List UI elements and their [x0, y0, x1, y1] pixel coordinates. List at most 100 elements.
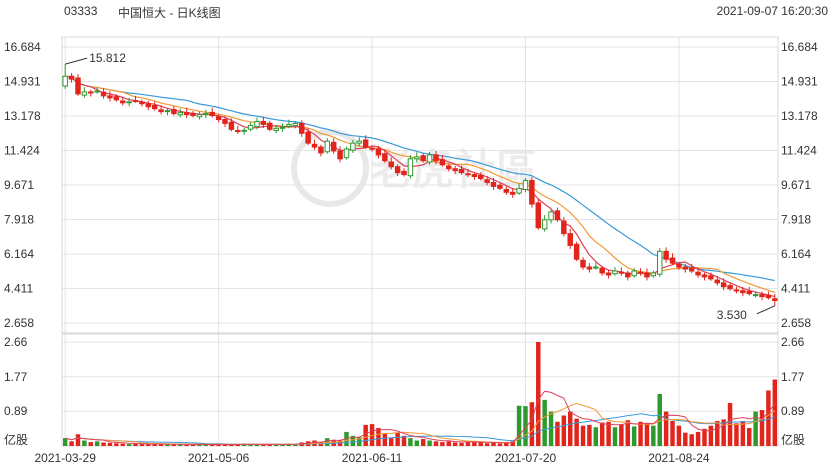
candle: [452, 165, 458, 175]
candle: [465, 169, 471, 178]
candle: [688, 263, 695, 273]
candle: [682, 263, 689, 273]
candle-body: [145, 103, 152, 108]
volume-bar: [516, 405, 522, 446]
candle-body: [740, 290, 746, 294]
candle: [484, 175, 490, 186]
candle: [119, 97, 126, 106]
candle-body: [171, 108, 177, 115]
candle: [420, 153, 426, 163]
candle: [433, 150, 439, 165]
candle-body: [509, 191, 516, 195]
volume-bar: [88, 442, 94, 446]
volume-bar: [114, 443, 119, 446]
candle-body: [324, 140, 331, 153]
candle: [107, 91, 113, 102]
candle-body: [497, 184, 503, 189]
candle-body: [752, 294, 759, 297]
candle: [177, 108, 184, 118]
candle-body: [746, 290, 752, 295]
candle-body: [637, 271, 644, 274]
volume-bar: [261, 444, 266, 446]
candle-body: [599, 267, 605, 274]
volume-bar: [248, 444, 253, 446]
volume-bar: [197, 444, 202, 446]
candle: [203, 109, 209, 119]
volume-tick-left: 2.66: [4, 335, 28, 349]
volume-bar: [395, 432, 400, 446]
ma5-line: [65, 75, 775, 298]
candle: [343, 146, 350, 160]
candle: [247, 122, 254, 132]
candle-body: [132, 100, 139, 103]
candle: [171, 106, 177, 116]
volume-bar: [606, 421, 611, 446]
volume-bar: [580, 425, 586, 446]
low-marker-label: 3.530: [717, 308, 747, 322]
candle-body: [177, 112, 184, 116]
candle-body: [209, 111, 215, 117]
candle: [720, 278, 727, 291]
candle-body: [708, 275, 714, 280]
volume-bar: [120, 443, 125, 446]
price-tick-left: 13.178: [4, 109, 41, 123]
candle-body: [298, 122, 305, 134]
candle: [337, 146, 343, 163]
candle: [497, 182, 503, 191]
volume-bar: [190, 444, 196, 446]
volume-bar: [427, 440, 432, 446]
candle-body: [107, 95, 113, 99]
candle: [228, 118, 235, 132]
volume-bar: [548, 411, 554, 446]
candle-body: [420, 155, 426, 162]
candle: [209, 107, 215, 118]
candle-body: [267, 122, 273, 130]
volume-bar: [491, 442, 496, 446]
candle: [663, 247, 669, 263]
candle-body: [727, 285, 733, 290]
price-tick-left: 2.658: [4, 316, 34, 330]
candle-body: [688, 267, 695, 272]
volume-bar: [587, 424, 592, 446]
volume-bar: [484, 443, 490, 446]
candle-body: [273, 127, 279, 132]
candle-body: [343, 148, 350, 159]
candle-body: [625, 272, 631, 278]
candle: [656, 248, 663, 277]
candle: [529, 177, 535, 208]
volume-bar: [612, 427, 618, 446]
candle: [362, 135, 369, 150]
volume-bar: [363, 424, 368, 446]
candle: [759, 291, 765, 301]
candle-body: [356, 140, 363, 144]
candle-body: [305, 131, 311, 144]
candle-body: [669, 257, 676, 264]
volume-bar: [158, 444, 164, 446]
volume-bar: [555, 421, 560, 446]
candle-body: [350, 142, 356, 151]
volume-bar: [670, 420, 675, 446]
price-tick-left: 4.411: [4, 282, 33, 296]
candle-body: [586, 266, 593, 270]
candle-body: [650, 272, 657, 277]
candle: [311, 139, 318, 150]
candle: [254, 117, 260, 130]
candle-body: [644, 272, 650, 278]
candle: [139, 99, 145, 107]
price-tick-right: 6.164: [781, 247, 811, 261]
volume-bar: [222, 444, 228, 446]
candle: [62, 64, 68, 89]
candle: [509, 188, 516, 198]
candle-body: [88, 91, 94, 94]
price-panel-border: [61, 36, 779, 334]
volume-bar: [101, 442, 106, 446]
candle-body: [158, 109, 164, 113]
candle-body: [139, 101, 145, 105]
price-tick-right: 4.411: [781, 282, 810, 296]
chart-title: 中国恒大 - 日K线图: [118, 6, 221, 20]
candle-body: [414, 156, 420, 160]
candle: [75, 74, 81, 96]
candle: [439, 154, 446, 167]
volume-ma20-line: [65, 413, 775, 445]
volume-bar: [721, 419, 726, 446]
